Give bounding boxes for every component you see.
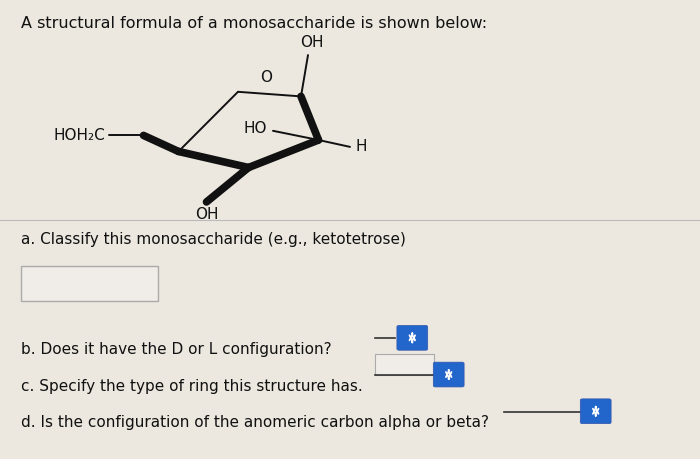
FancyBboxPatch shape <box>433 362 464 387</box>
Text: HOH₂C: HOH₂C <box>53 128 105 143</box>
Text: d. Is the configuration of the anomeric carbon alpha or beta?: d. Is the configuration of the anomeric … <box>21 415 489 431</box>
FancyBboxPatch shape <box>580 399 611 424</box>
Text: O: O <box>260 70 272 85</box>
Text: a. Classify this monosaccharide (e.g., ketotetrose): a. Classify this monosaccharide (e.g., k… <box>21 232 406 247</box>
Text: OH: OH <box>300 34 323 50</box>
Text: c. Specify the type of ring this structure has.: c. Specify the type of ring this structu… <box>21 379 363 394</box>
Text: HO: HO <box>244 121 267 136</box>
Text: A structural formula of a monosaccharide is shown below:: A structural formula of a monosaccharide… <box>21 16 487 31</box>
Text: H: H <box>356 140 367 154</box>
Text: b. Does it have the D or L configuration?: b. Does it have the D or L configuration… <box>21 342 332 357</box>
Bar <box>21 266 158 301</box>
Text: OH: OH <box>195 207 218 223</box>
FancyBboxPatch shape <box>397 325 428 350</box>
Bar <box>374 354 434 375</box>
